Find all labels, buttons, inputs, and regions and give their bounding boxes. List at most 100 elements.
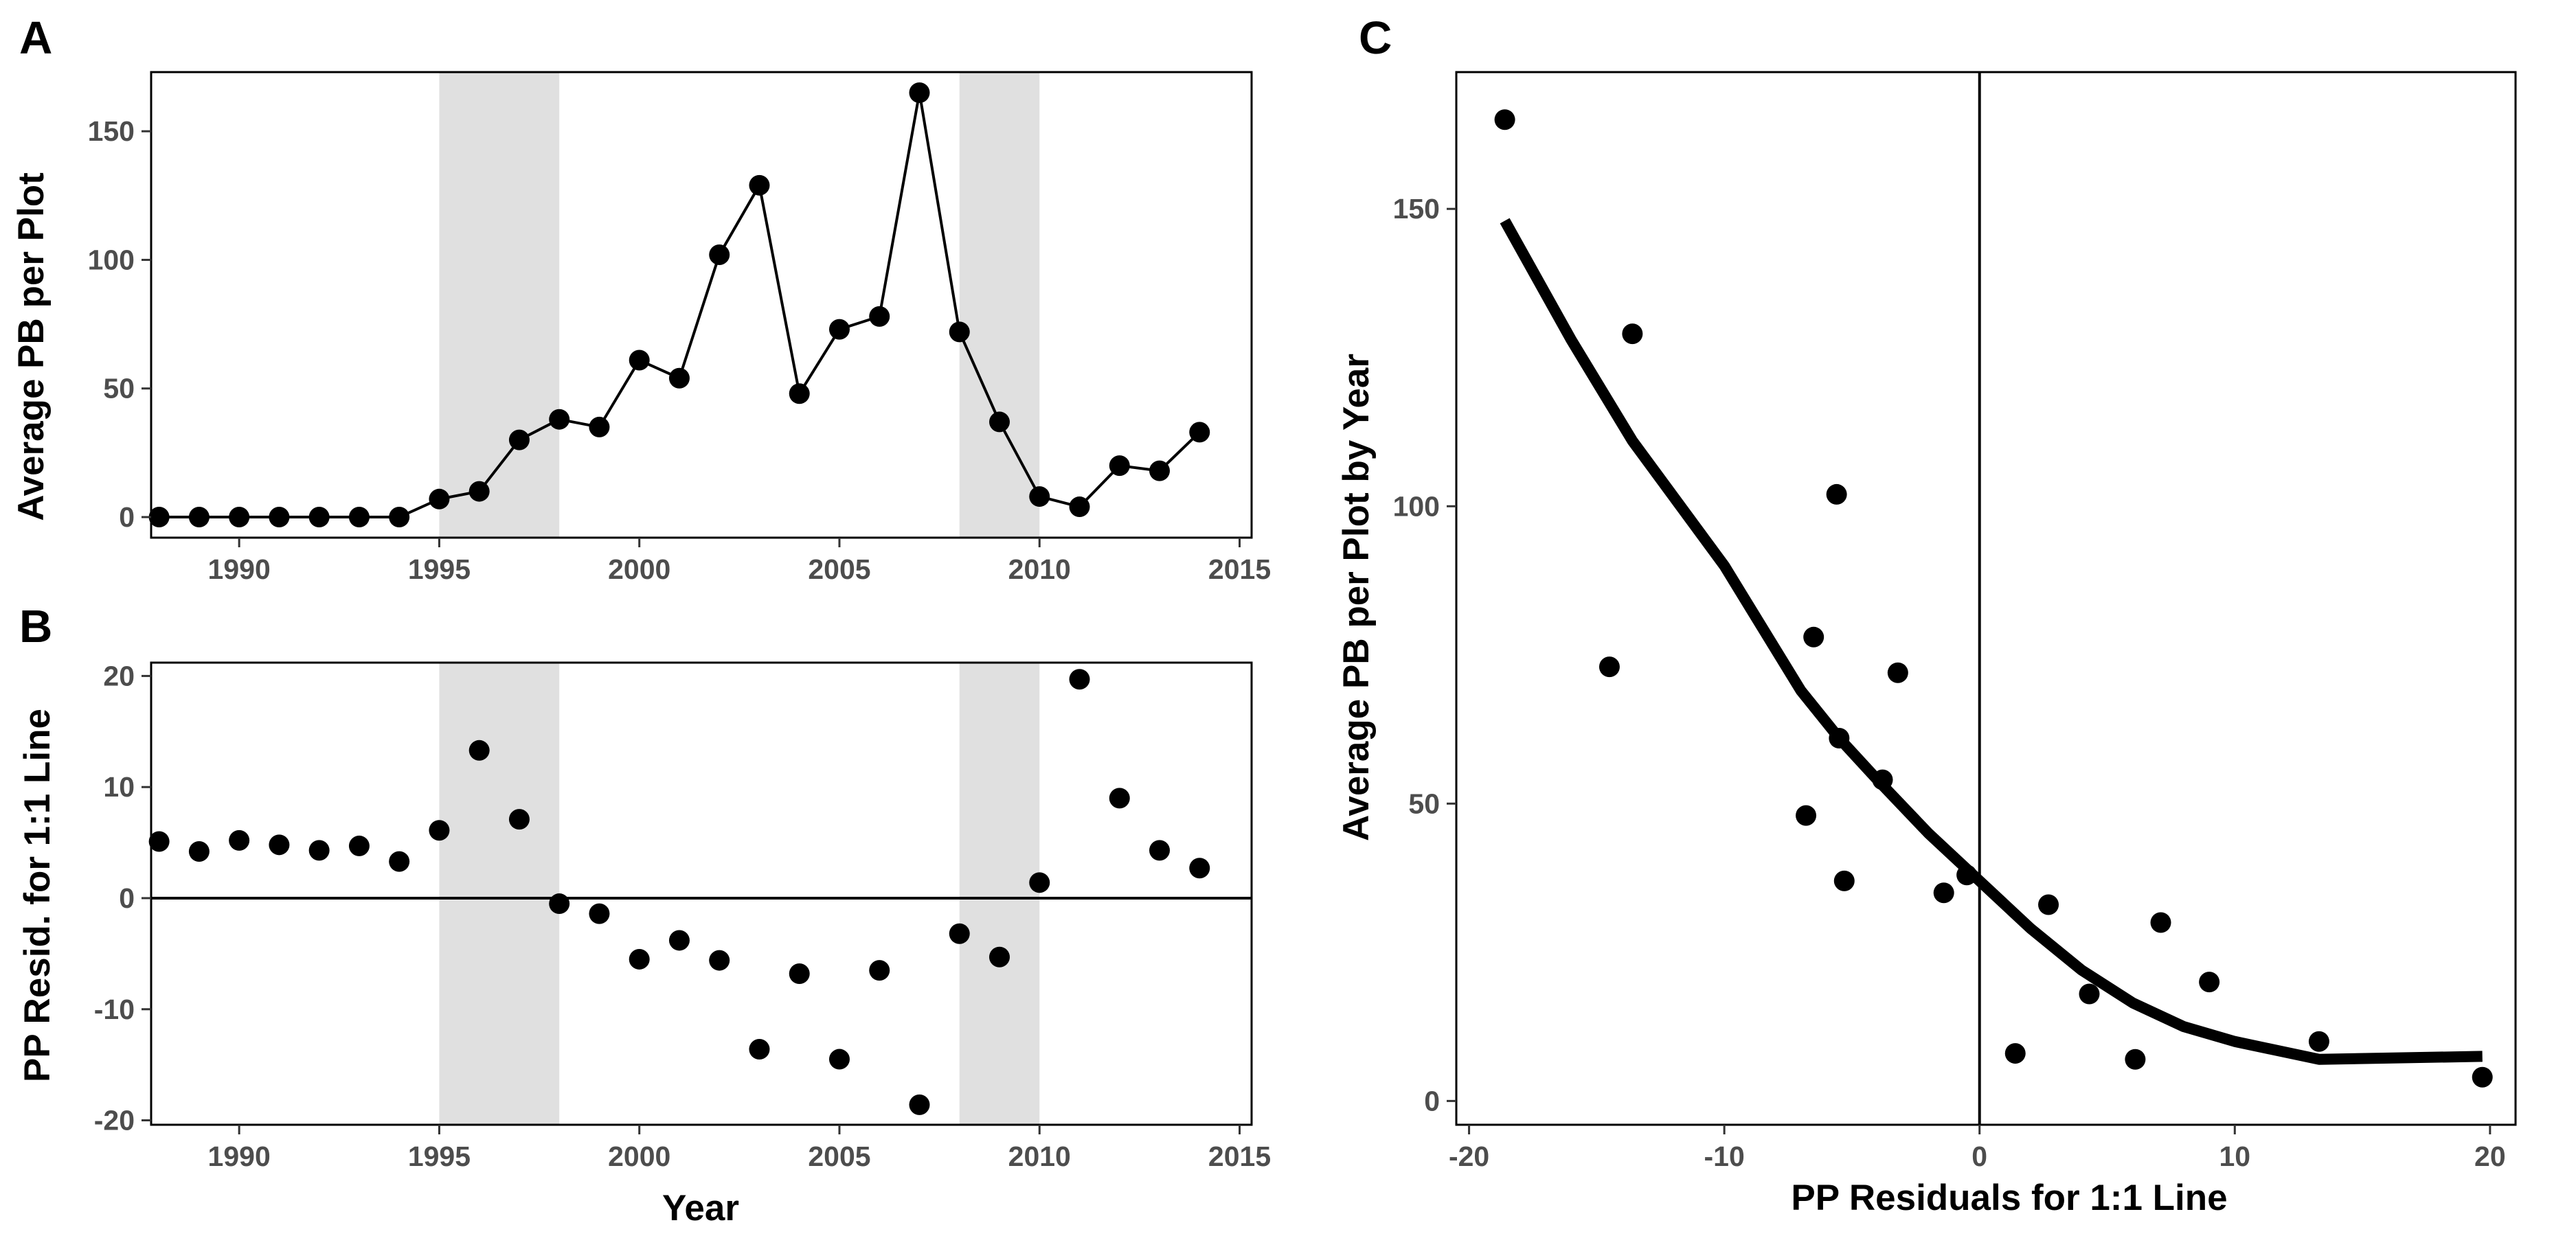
data-point [229, 829, 250, 851]
panel-b-y-axis: -20 -10 0 10 20 [94, 660, 151, 1136]
x-tick-label: 2010 [1008, 1141, 1071, 1172]
data-point [1598, 656, 1620, 678]
y-tick-label: 100 [1393, 490, 1440, 522]
y-tick-label: 0 [1424, 1085, 1440, 1117]
data-point [348, 835, 370, 856]
data-point [2150, 912, 2171, 933]
data-point [789, 963, 810, 984]
data-point [2199, 972, 2220, 993]
panel-c: -20 -10 0 10 20 0 50 100 150 Average PB per Plo… [1336, 71, 2517, 1218]
data-point [1833, 870, 1855, 891]
y-tick-label: -10 [94, 994, 135, 1025]
y-tick-label: 0 [119, 501, 135, 533]
panel-c-y-axis-label: Average PB per Plot by Year [1336, 354, 1377, 841]
y-tick-label: 50 [1408, 788, 1440, 819]
data-point [389, 507, 410, 528]
x-tick-label: 2015 [1208, 1141, 1271, 1172]
panel-b-shading [439, 663, 1040, 1125]
data-point [2125, 1049, 2146, 1070]
panel-a-frame [150, 71, 1253, 539]
panel-b-x-axis-label: Year [662, 1188, 739, 1228]
data-point [1069, 496, 1090, 518]
data-point [549, 893, 570, 915]
data-point [668, 930, 690, 951]
x-tick-label: 2000 [608, 553, 670, 585]
data-point [508, 429, 530, 450]
data-point [269, 507, 290, 528]
panel-c-smooth-line [1500, 218, 2483, 1065]
data-point [429, 488, 450, 510]
data-point [188, 841, 210, 862]
y-tick-label: -20 [94, 1105, 135, 1136]
data-point [909, 82, 930, 103]
data-point [1494, 109, 1515, 130]
data-point [549, 409, 570, 430]
data-point [589, 416, 610, 437]
panel-a-y-axis-label: Average PB per Plot [11, 172, 52, 521]
panel-a-shading [439, 72, 1040, 538]
series-line [159, 92, 1201, 519]
data-point [828, 1049, 850, 1070]
y-tick-label: 150 [1393, 193, 1440, 225]
panel-a: 1990 1995 2000 2005 2010 2015 0 50 100 150 Avera… [11, 71, 1271, 585]
shaded-period [439, 663, 560, 1125]
data-point [2308, 1031, 2329, 1052]
data-point [1189, 422, 1210, 443]
data-point [229, 507, 250, 528]
x-tick-label: 2005 [808, 1141, 870, 1172]
x-tick-label: 2015 [1208, 553, 1271, 585]
panel-b: 1990 1995 2000 2005 2010 2015 -20 -10 0 10 20 PP … [17, 660, 1271, 1228]
panel-a-y-axis: 0 50 100 150 [88, 115, 151, 533]
x-tick-label: -20 [1449, 1141, 1489, 1172]
shaded-period [959, 663, 1040, 1125]
data-point [2472, 1066, 2493, 1088]
x-tick-label: 10 [2219, 1141, 2250, 1172]
data-point [2038, 894, 2059, 915]
data-point [2004, 1043, 2026, 1064]
y-tick-label: 0 [119, 882, 135, 914]
data-point [2079, 983, 2100, 1005]
data-point [1887, 662, 1908, 683]
panel-a-label: A [19, 12, 52, 64]
data-point [828, 319, 850, 340]
data-point [148, 507, 170, 528]
panel-a-points [148, 82, 1210, 528]
data-point [869, 306, 890, 327]
data-point [629, 350, 650, 371]
panel-b-label: B [19, 601, 52, 652]
y-tick-label: 100 [88, 244, 135, 275]
panel-c-points [1494, 109, 2493, 1088]
panel-a-series-line [159, 92, 1201, 519]
data-point [1803, 626, 1824, 648]
panel-b-points [148, 669, 1210, 1115]
data-point [988, 411, 1010, 433]
x-tick-label: 1995 [408, 553, 471, 585]
panel-c-x-axis: -20 -10 0 10 20 [1449, 1125, 2506, 1172]
panel-b-x-axis: 1990 1995 2000 2005 2010 2015 [208, 1125, 1271, 1172]
data-point [468, 481, 490, 502]
data-point [468, 740, 490, 761]
panel-c-y-axis: 0 50 100 150 [1393, 193, 1456, 1117]
x-tick-label: 20 [2474, 1141, 2506, 1172]
data-point [429, 820, 450, 841]
shaded-period [439, 72, 560, 538]
data-point [1826, 483, 1847, 505]
data-point [308, 507, 330, 528]
data-point [1149, 460, 1171, 481]
data-point [909, 1094, 930, 1115]
data-point [508, 809, 530, 830]
x-tick-label: -10 [1704, 1141, 1745, 1172]
y-tick-label: 10 [103, 771, 135, 803]
data-point [1029, 486, 1050, 507]
x-tick-label: 2000 [608, 1141, 670, 1172]
data-point [749, 1038, 770, 1060]
data-point [869, 960, 890, 981]
data-point [148, 831, 170, 852]
data-point [1109, 788, 1130, 809]
panel-c-frame [1455, 71, 2517, 1126]
x-tick-label: 2005 [808, 553, 870, 585]
shaded-period [959, 72, 1040, 538]
y-tick-label: 20 [103, 660, 135, 691]
data-point [709, 244, 730, 265]
